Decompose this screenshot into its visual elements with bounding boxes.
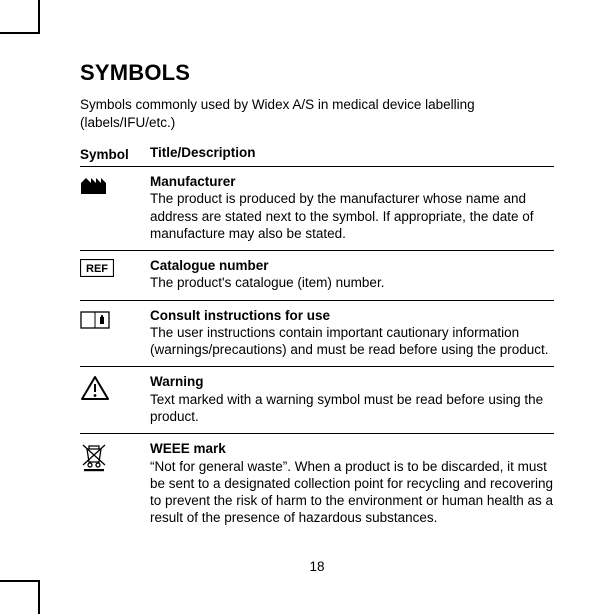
table-row: Warning Text marked with a warning symbo… (80, 366, 554, 433)
row-desc: The product is produced by the manufactu… (150, 191, 533, 241)
ref-text: REF (86, 263, 108, 275)
table-header: Symbol Title/Description (80, 141, 554, 166)
page-number: 18 (80, 559, 554, 574)
table-row: Consult instructions for use The user in… (80, 300, 554, 367)
ref-icon: REF (80, 257, 150, 292)
intro-line-1: Symbols commonly used by Widex A/S in me… (80, 97, 475, 112)
row-title: Warning (150, 373, 554, 390)
row-title: Catalogue number (150, 257, 554, 274)
header-description: Title/Description (150, 145, 256, 162)
intro-line-2: (labels/IFU/etc.) (80, 115, 175, 130)
table-row: WEEE mark “Not for general waste”. When … (80, 433, 554, 534)
intro-text: Symbols commonly used by Widex A/S in me… (80, 96, 554, 131)
page-content: SYMBOLS Symbols commonly used by Widex A… (80, 60, 554, 574)
row-desc: Text marked with a warning symbol must b… (150, 392, 543, 424)
warning-icon (80, 373, 150, 425)
table-row: REF Catalogue number The product's catal… (80, 250, 554, 300)
table-row: Manufacturer The product is produced by … (80, 166, 554, 250)
page-title: SYMBOLS (80, 60, 554, 86)
manufacturer-icon (80, 173, 150, 242)
row-desc: “Not for general waste”. When a product … (150, 459, 553, 526)
row-desc: The user instructions contain important … (150, 325, 548, 357)
header-symbol: Symbol (80, 145, 150, 162)
row-desc: The product's catalogue (item) number. (150, 275, 384, 290)
row-title: WEEE mark (150, 440, 554, 457)
row-title: Consult instructions for use (150, 307, 554, 324)
consult-ifu-icon (80, 307, 150, 359)
row-title: Manufacturer (150, 173, 554, 190)
weee-icon (80, 440, 150, 526)
